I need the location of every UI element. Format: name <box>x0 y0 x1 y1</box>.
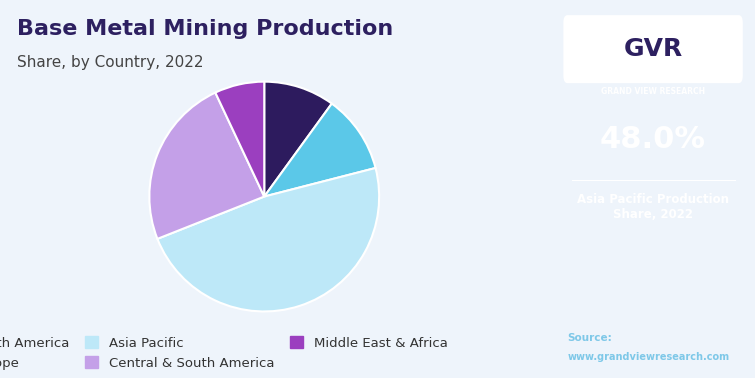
Wedge shape <box>149 93 264 239</box>
Text: Base Metal Mining Production: Base Metal Mining Production <box>17 19 393 39</box>
Text: Source:: Source: <box>568 333 612 342</box>
Text: GVR: GVR <box>624 37 683 61</box>
Text: Share, by Country, 2022: Share, by Country, 2022 <box>17 55 203 70</box>
Wedge shape <box>264 104 375 197</box>
FancyBboxPatch shape <box>563 15 743 83</box>
Text: Asia Pacific Production
Share, 2022: Asia Pacific Production Share, 2022 <box>577 193 729 221</box>
Text: 48.0%: 48.0% <box>600 125 706 154</box>
Text: GRAND VIEW RESEARCH: GRAND VIEW RESEARCH <box>601 87 705 96</box>
Legend: North America, Europe, Asia Pacific, Central & South America, Middle East & Afri: North America, Europe, Asia Pacific, Cen… <box>0 331 453 375</box>
Wedge shape <box>264 82 331 197</box>
Wedge shape <box>215 82 264 197</box>
Text: www.grandviewresearch.com: www.grandviewresearch.com <box>568 352 729 361</box>
Wedge shape <box>157 168 379 311</box>
